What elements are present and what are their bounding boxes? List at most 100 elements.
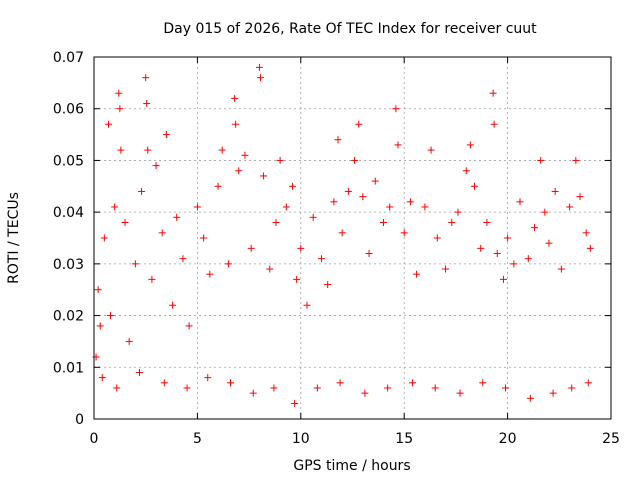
data-point <box>499 275 507 283</box>
data-point <box>365 250 373 258</box>
data-point <box>427 146 435 154</box>
data-point <box>162 131 170 139</box>
data-point <box>255 63 263 71</box>
data-point <box>541 208 549 216</box>
data-point <box>226 379 234 387</box>
data-point <box>125 337 133 345</box>
data-point <box>160 379 168 387</box>
data-point <box>433 234 441 242</box>
data-point <box>241 151 249 159</box>
data-point <box>173 213 181 221</box>
data-point <box>218 146 226 154</box>
data-point <box>158 229 166 237</box>
data-point <box>111 203 119 211</box>
data-point <box>386 203 394 211</box>
y-tick-label: 0.02 <box>53 309 84 325</box>
data-point <box>431 384 439 392</box>
x-tick-label: 15 <box>395 431 413 447</box>
data-point <box>256 74 264 82</box>
data-point <box>442 265 450 273</box>
data-point <box>144 146 152 154</box>
data-point <box>568 384 576 392</box>
x-axis-label: GPS time / hours <box>293 458 410 474</box>
data-point <box>413 270 421 278</box>
data-point <box>121 218 129 226</box>
data-point <box>270 384 278 392</box>
data-point <box>344 187 352 195</box>
axis-ticks: 0 0.01 0.02 0.03 0.04 0.05 0.06 0.07 0 5 10 15 20 25 <box>53 50 620 447</box>
data-point <box>100 234 108 242</box>
data-point <box>249 389 257 397</box>
data-point <box>293 275 301 283</box>
data-point <box>214 182 222 190</box>
data-point <box>94 286 102 294</box>
y-tick-label: 0 <box>75 412 84 428</box>
data-point <box>247 244 255 252</box>
data-point <box>466 141 474 149</box>
data-points <box>92 63 594 407</box>
data-point <box>516 198 524 206</box>
y-tick-label: 0.05 <box>53 153 84 169</box>
data-point <box>456 389 464 397</box>
data-point <box>113 384 121 392</box>
data-point <box>510 260 518 268</box>
data-point <box>282 203 290 211</box>
data-point <box>152 162 160 170</box>
data-point <box>330 198 338 206</box>
data-point <box>131 260 139 268</box>
data-point <box>530 224 538 232</box>
data-point <box>584 379 592 387</box>
data-point <box>148 275 156 283</box>
y-tick-label: 0.01 <box>53 360 84 376</box>
data-point <box>272 218 280 226</box>
data-point <box>408 379 416 387</box>
data-point <box>572 156 580 164</box>
data-point <box>231 94 239 102</box>
x-tick-label: 5 <box>193 431 202 447</box>
data-point <box>477 244 485 252</box>
data-point <box>297 244 305 252</box>
data-point <box>392 105 400 113</box>
data-point <box>193 203 201 211</box>
data-point <box>206 270 214 278</box>
grid-lines <box>94 57 611 419</box>
data-point <box>502 384 510 392</box>
data-point <box>471 182 479 190</box>
data-point <box>380 218 388 226</box>
data-point <box>98 374 106 382</box>
y-tick-label: 0.06 <box>53 102 84 118</box>
data-point <box>336 379 344 387</box>
data-point <box>479 379 487 387</box>
data-point <box>545 239 553 247</box>
x-tick-label: 25 <box>602 431 620 447</box>
data-point <box>504 234 512 242</box>
data-point <box>338 229 346 237</box>
data-point <box>489 89 497 97</box>
data-point <box>566 203 574 211</box>
data-point <box>276 156 284 164</box>
data-point <box>551 187 559 195</box>
data-point <box>260 172 268 180</box>
y-tick-label: 0.04 <box>53 205 84 221</box>
data-point <box>317 255 325 263</box>
data-point <box>526 394 534 402</box>
data-point <box>361 389 369 397</box>
chart-title: Day 015 of 2026, Rate Of TEC Index for r… <box>163 21 537 37</box>
data-point <box>549 389 557 397</box>
data-point <box>394 141 402 149</box>
data-point <box>107 312 115 320</box>
plot-frame <box>93 56 612 420</box>
data-point <box>371 177 379 185</box>
data-point <box>586 244 594 252</box>
data-point <box>576 193 584 201</box>
x-tick-label: 10 <box>292 431 310 447</box>
data-point <box>116 105 124 113</box>
data-point <box>582 229 590 237</box>
data-point <box>334 136 342 144</box>
data-point <box>96 322 104 330</box>
data-point <box>138 187 146 195</box>
y-tick-label: 0.03 <box>53 257 84 273</box>
data-point <box>309 213 317 221</box>
data-point <box>289 182 297 190</box>
